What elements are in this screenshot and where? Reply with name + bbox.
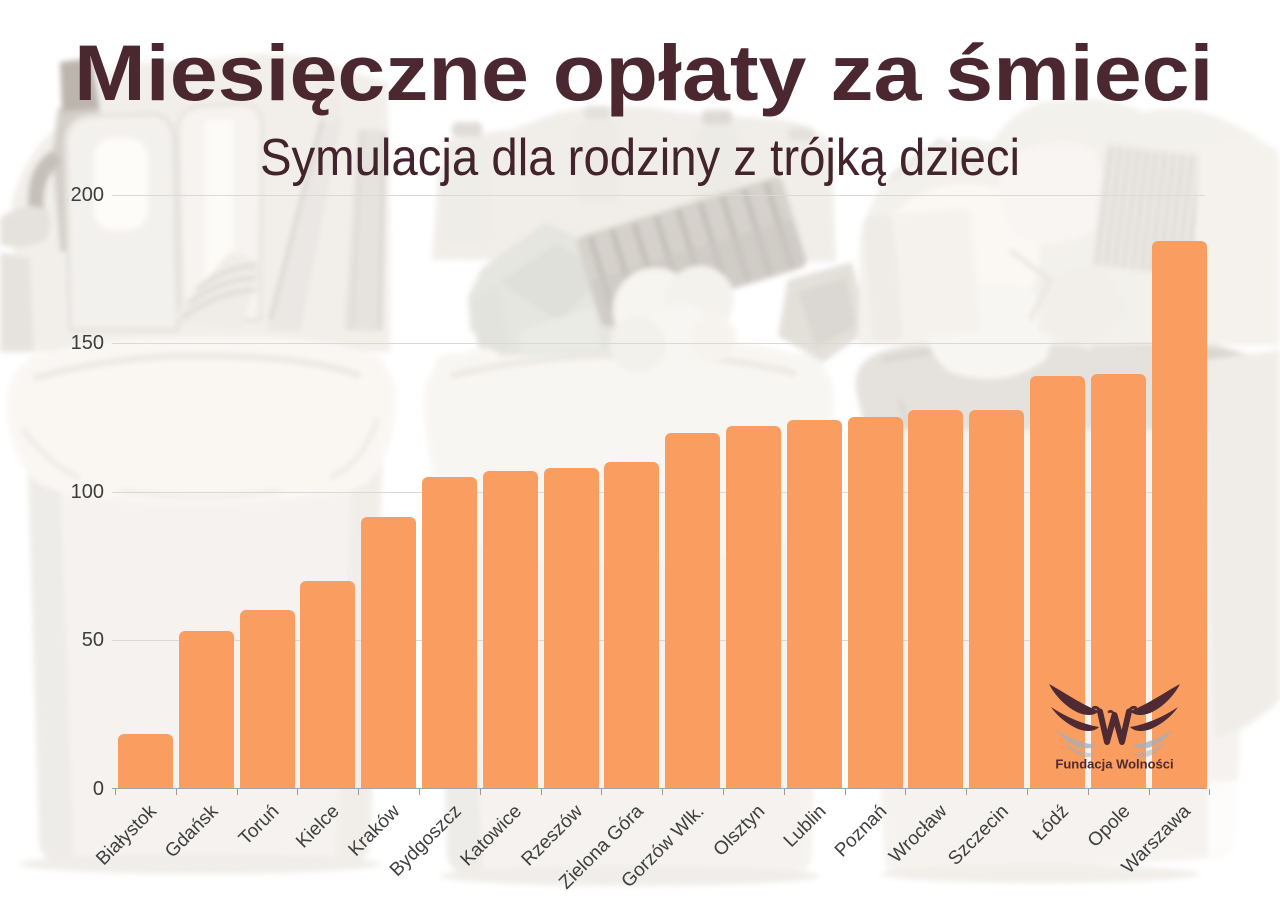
- svg-text:Fundacja Wolności: Fundacja Wolności: [1055, 757, 1173, 772]
